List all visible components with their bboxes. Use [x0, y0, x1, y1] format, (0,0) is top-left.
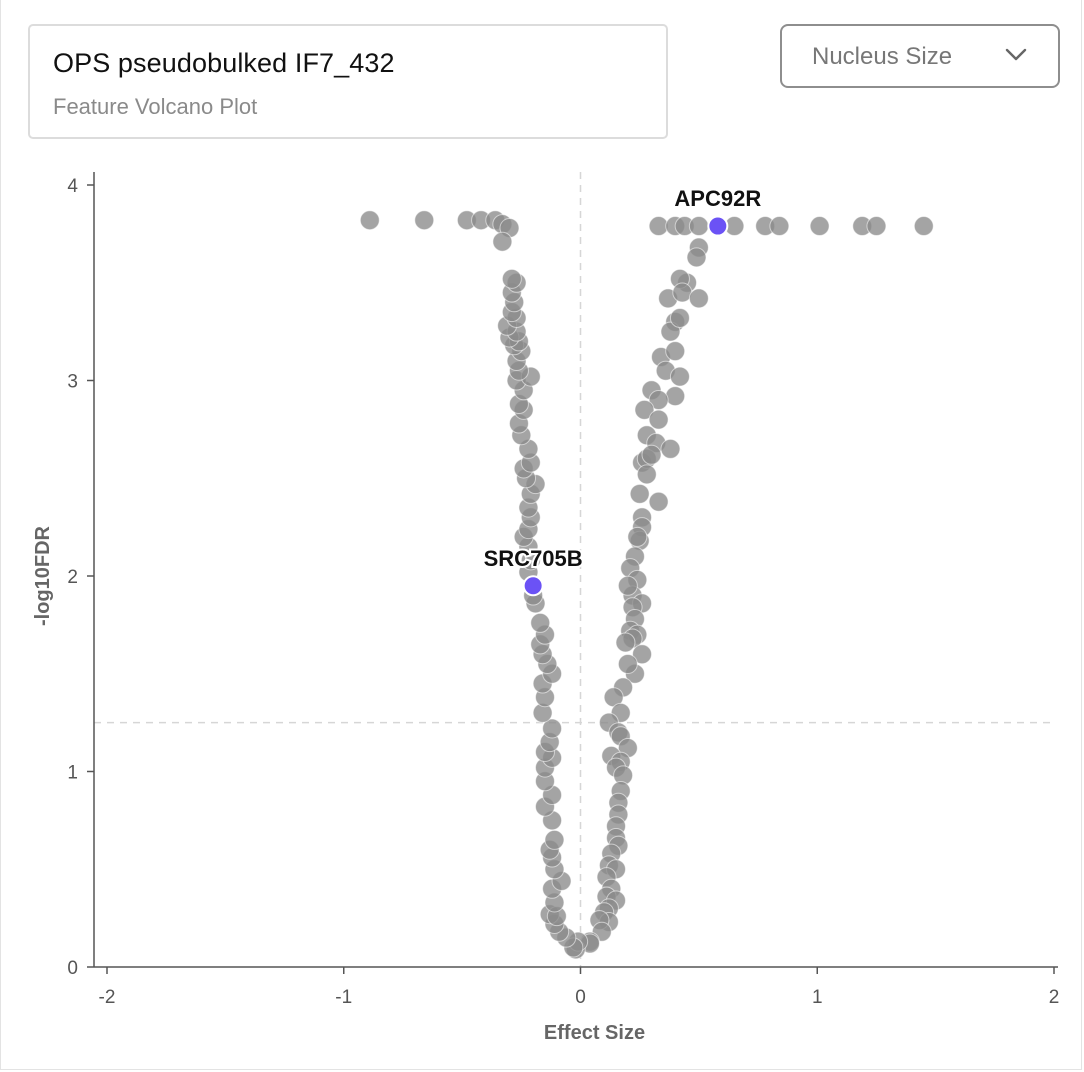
- data-point: [641, 444, 662, 465]
- y-tick-label: 3: [67, 372, 78, 393]
- data-point: [615, 632, 636, 653]
- data-point: [632, 644, 653, 665]
- chevron-down-icon: [1005, 48, 1027, 61]
- y-tick-label: 0: [67, 958, 78, 979]
- data-point: [648, 390, 669, 411]
- data-point: [648, 491, 669, 512]
- data-point: [634, 399, 655, 420]
- data-point: [688, 216, 709, 237]
- data-point: [501, 268, 522, 289]
- feature-select-value: Nucleus Size: [812, 43, 953, 70]
- highlighted-point-label: APC92R: [674, 186, 761, 211]
- data-point: [359, 210, 380, 231]
- data-point: [542, 718, 563, 739]
- data-point: [414, 210, 435, 231]
- data-point: [636, 464, 657, 485]
- data-point: [809, 216, 830, 237]
- x-tick-label: 1: [812, 987, 823, 1008]
- highlighted-point-label: SRC705B: [484, 546, 583, 571]
- y-tick-label: 1: [67, 763, 78, 784]
- x-axis-label: Effect Size: [544, 1022, 645, 1044]
- data-point: [913, 216, 934, 237]
- highlighted-point: [707, 215, 729, 237]
- data-point: [688, 288, 709, 309]
- data-point: [530, 612, 551, 633]
- data-point: [660, 438, 681, 459]
- data-point: [492, 231, 513, 252]
- highlighted-point: [522, 575, 544, 597]
- data-point: [686, 247, 707, 268]
- data-point: [769, 216, 790, 237]
- data-point: [544, 829, 565, 850]
- page-title: OPS pseudobulked IF7_432: [53, 48, 395, 78]
- y-tick-label: 4: [67, 176, 78, 197]
- y-tick-label: 2: [67, 567, 78, 588]
- data-point: [866, 216, 887, 237]
- data-point: [629, 483, 650, 504]
- data-point: [669, 366, 690, 387]
- chart-header-card: OPS pseudobulked IF7_432 Feature Volcano…: [28, 24, 668, 139]
- data-point: [617, 575, 638, 596]
- data-point: [617, 653, 638, 674]
- data-point: [665, 341, 686, 362]
- page-subtitle: Feature Volcano Plot: [53, 94, 258, 119]
- x-tick-label: 2: [1049, 987, 1060, 1008]
- data-point: [660, 321, 681, 342]
- y-axis-label: -log10FDR: [32, 525, 54, 626]
- feature-select[interactable]: Nucleus Size: [780, 24, 1060, 88]
- x-tick-label: 0: [575, 987, 586, 1008]
- x-tick-label: -2: [99, 987, 116, 1008]
- data-point: [648, 409, 669, 430]
- x-tick-label: -1: [335, 987, 352, 1008]
- data-point: [627, 526, 648, 547]
- data-point: [669, 307, 690, 328]
- data-point: [665, 386, 686, 407]
